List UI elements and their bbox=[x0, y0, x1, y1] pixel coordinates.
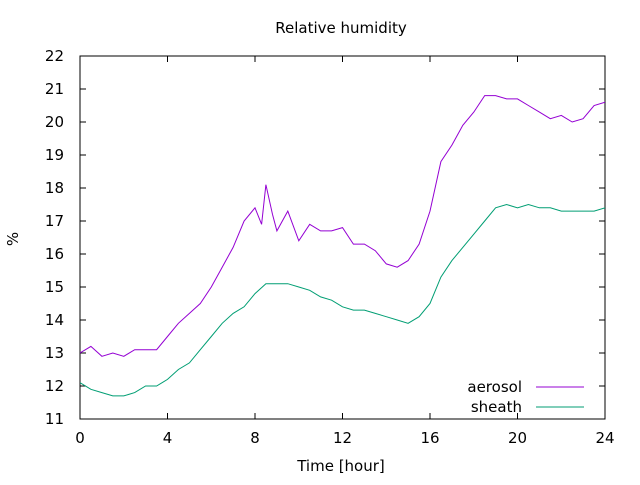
x-tick-label: 4 bbox=[163, 429, 173, 447]
x-tick-label: 24 bbox=[595, 429, 614, 447]
plot-frame bbox=[79, 55, 606, 420]
y-tick-label: 17 bbox=[45, 212, 64, 230]
x-tick-label: 16 bbox=[420, 429, 439, 447]
chart-title: Relative humidity bbox=[275, 19, 407, 37]
y-tick-label: 20 bbox=[45, 113, 64, 131]
x-tick-label: 20 bbox=[508, 429, 527, 447]
legend-label-sheath: sheath bbox=[471, 398, 522, 416]
y-tick-label: 19 bbox=[45, 146, 64, 164]
x-axis-label: Time [hour] bbox=[296, 457, 385, 475]
y-tick-label: 16 bbox=[45, 245, 64, 263]
y-tick-label: 21 bbox=[45, 80, 64, 98]
legend: aerosol sheath bbox=[467, 378, 584, 416]
x-tick-label: 12 bbox=[333, 429, 352, 447]
y-tick-label: 14 bbox=[45, 311, 64, 329]
x-tick-label: 0 bbox=[75, 429, 85, 447]
y-tick-label: 18 bbox=[45, 179, 64, 197]
y-tick-label: 15 bbox=[45, 278, 64, 296]
series-line-aerosol bbox=[80, 95, 605, 357]
x-tick-label: 8 bbox=[250, 429, 260, 447]
y-tick-label: 12 bbox=[45, 377, 64, 395]
y-tick-label: 11 bbox=[45, 410, 64, 428]
y-tick-label: 22 bbox=[45, 47, 64, 65]
y-tick-label: 13 bbox=[45, 344, 64, 362]
legend-label-aerosol: aerosol bbox=[467, 378, 522, 396]
y-axis-label: % bbox=[4, 232, 22, 246]
series-line-sheath bbox=[80, 203, 605, 397]
